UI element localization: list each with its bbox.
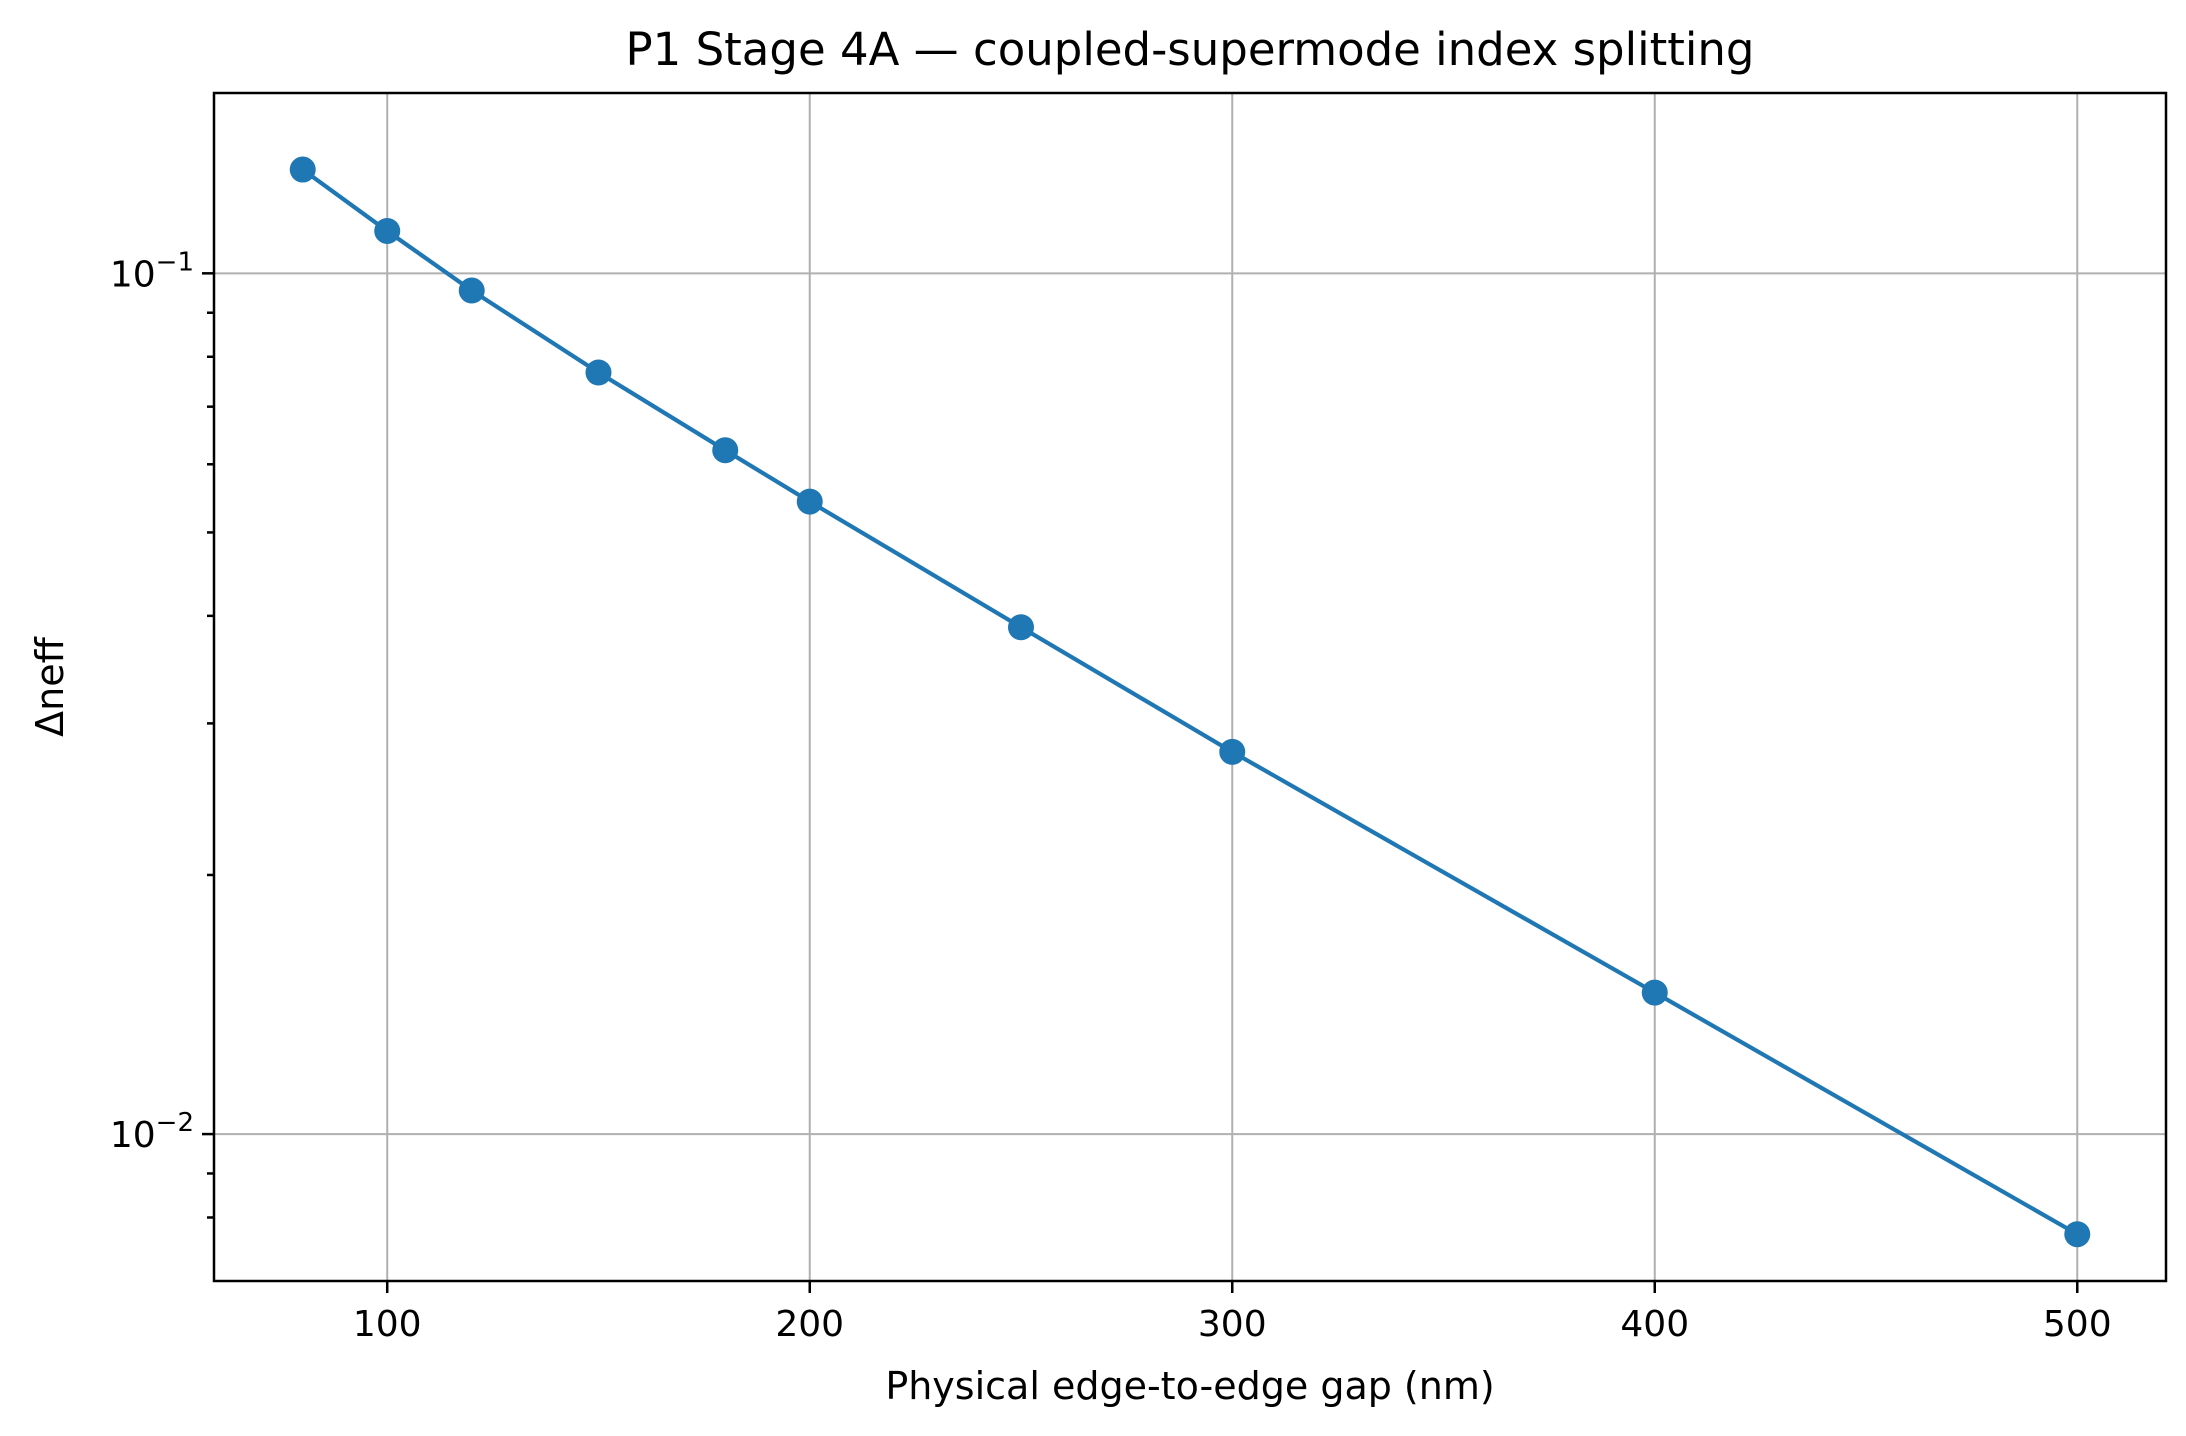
x-axis-label: Physical edge-to-edge gap (nm) <box>885 1364 1494 1408</box>
data-point <box>374 217 401 244</box>
ticks: 100 200 300 400 500 10−1 10−2 <box>110 247 2112 1345</box>
data-point <box>585 359 612 386</box>
y-tick-label: 10−2 <box>110 1108 194 1156</box>
data-point <box>1007 614 1034 641</box>
x-tick-label: 100 <box>353 1304 422 1345</box>
data-point <box>458 277 485 304</box>
data-point <box>2064 1221 2091 1248</box>
series-line <box>300 167 2080 1237</box>
x-tick-label: 400 <box>1620 1304 1689 1345</box>
data-point <box>289 156 316 183</box>
chart-title: P1 Stage 4A — coupled-supermode index sp… <box>626 23 1755 76</box>
data-point <box>1219 738 1246 765</box>
data-point <box>1641 979 1668 1006</box>
data-point <box>712 437 739 464</box>
plot-frame <box>212 91 2168 1283</box>
x-tick-label: 500 <box>2043 1304 2112 1345</box>
grid <box>214 93 2166 1281</box>
y-axis-label: Δneff <box>28 636 72 736</box>
x-tick-label: 200 <box>775 1304 844 1345</box>
series-layer <box>289 156 2091 1248</box>
data-point <box>796 488 823 515</box>
y-tick-label: 10−1 <box>110 247 194 295</box>
x-tick-label: 300 <box>1198 1304 1267 1345</box>
